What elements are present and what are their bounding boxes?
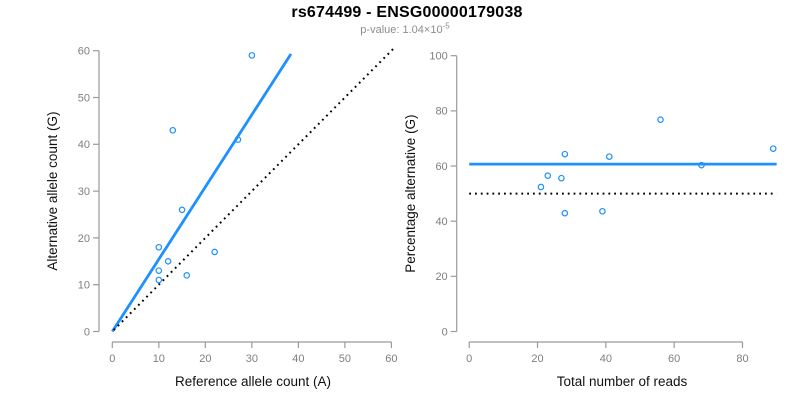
x-tick-label: 30 [246,353,258,365]
left-plot-group: 0 10 20 30 40 50 60 0 10 20 30 40 50 60 Reference alle… [45,46,398,389]
data-point [155,276,163,284]
data-point [605,153,613,160]
x-tick-label: 80 [736,353,748,365]
data-point [164,257,172,265]
x-tick-label: 40 [600,353,612,365]
y-tick-label: 40 [78,139,90,151]
y-tick-label: 20 [435,271,447,283]
data-point [599,207,606,215]
x-axis-title: Total number of reads [557,374,688,389]
pvalue-text: p-value: 1.04×10 [360,24,443,36]
y-tick-label: 60 [78,46,90,58]
chart-subtitle: p-value: 1.04×10-5 [5,21,800,36]
data-point [561,209,569,217]
y-tick-label: 0 [442,326,448,338]
x-tick-label: 20 [531,353,543,365]
y-axis-title: Percentage alternative (G) [403,114,418,272]
data-point [698,161,705,169]
identity-line [112,45,397,331]
right-plot-group: 0 20 40 60 80 0 20 40 60 80 100 Total number of rea… [403,51,777,389]
data-point [178,206,186,214]
x-tick-label: 10 [153,353,165,365]
data-point [558,174,565,182]
data-point [561,150,569,158]
y-tick-label: 60 [435,161,447,173]
y-tick-label: 50 [78,92,90,104]
x-tick-label: 20 [199,353,211,365]
data-point [657,116,664,123]
fit-line [111,53,293,333]
x-axis-title: Reference allele count (A) [175,374,331,389]
chart-title: rs674499 - ENSG00000179038 [291,4,523,21]
y-tick-label: 0 [84,326,90,338]
y-tick-label: 80 [435,106,447,118]
x-tick-label: 60 [385,353,397,365]
data-point [155,267,163,274]
data-point [211,248,218,256]
x-tick-label: 40 [292,353,304,365]
y-tick-label: 100 [429,51,447,63]
data-point [248,52,256,59]
y-tick-label: 20 [78,233,90,245]
data-point [155,243,163,251]
data-point [544,172,552,179]
data-point [183,272,191,279]
x-tick-label: 0 [466,353,472,365]
data-point [537,183,545,191]
x-tick-label: 0 [109,353,115,365]
pvalue-exponent: -5 [442,21,450,31]
x-tick-label: 60 [668,353,680,365]
y-axis-title: Alternative allele count (G) [45,112,60,271]
y-tick-label: 40 [435,216,447,228]
data-point [234,136,242,143]
y-tick-label: 30 [78,186,90,198]
data-point [769,145,777,152]
y-tick-label: 10 [78,280,90,292]
x-tick-label: 50 [339,353,351,365]
data-point [169,126,177,134]
